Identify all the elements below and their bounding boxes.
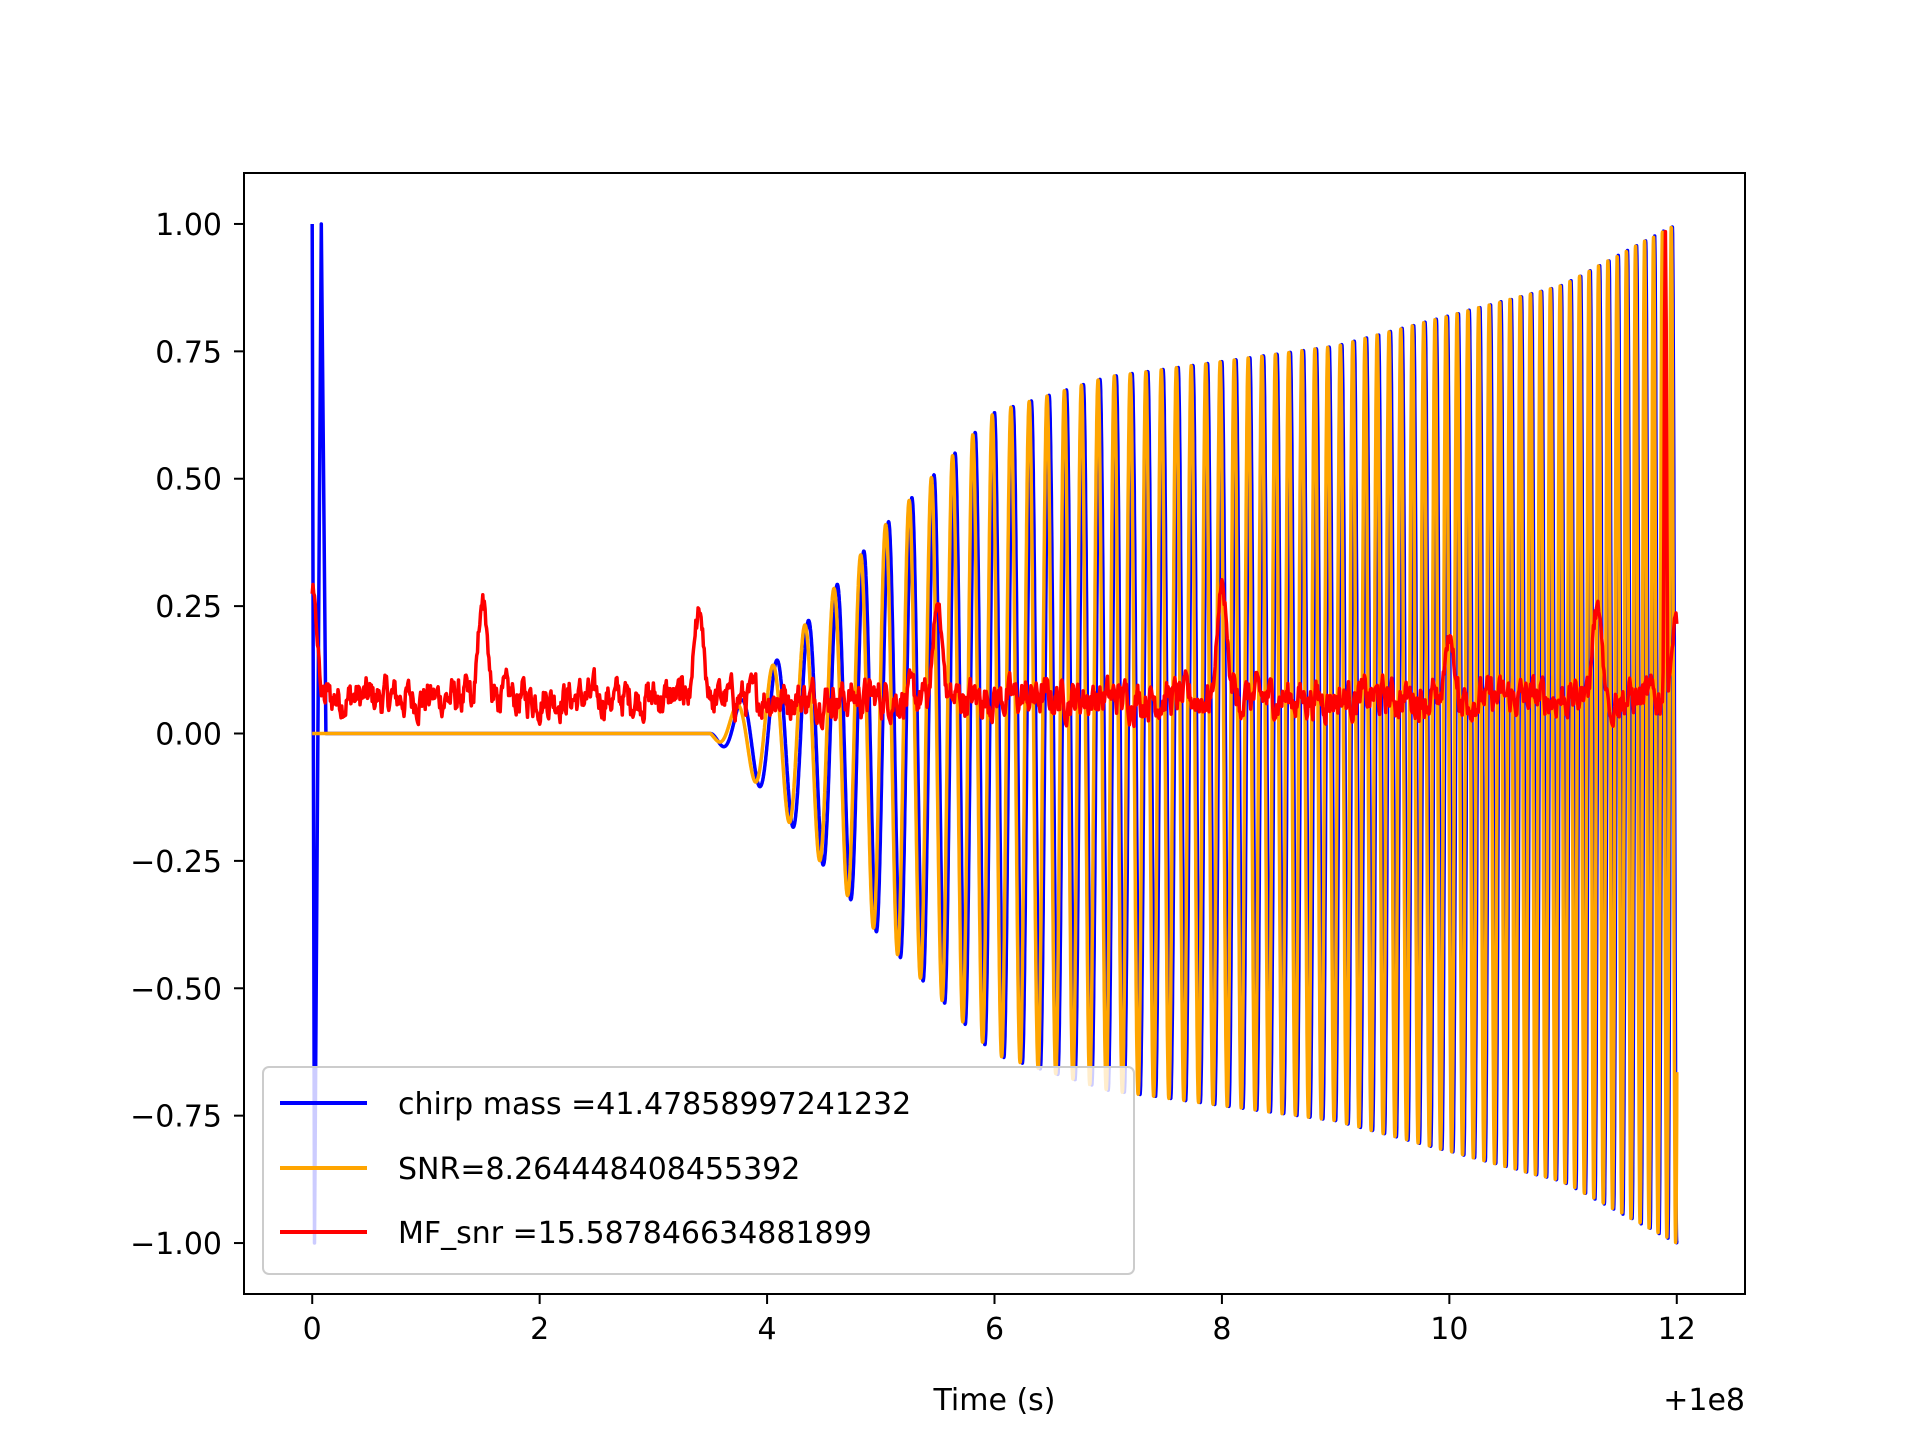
series-snr bbox=[312, 225, 1679, 1245]
x-tick-label: 12 bbox=[1658, 1312, 1696, 1347]
x-axis-offset: +1e8 bbox=[1663, 1383, 1745, 1418]
legend-label-chirp: chirp mass =41.47858997241232 bbox=[398, 1087, 911, 1122]
y-tick-label: 0.25 bbox=[155, 590, 222, 625]
x-tick-label: 2 bbox=[530, 1312, 549, 1347]
x-tick-label: 6 bbox=[985, 1312, 1004, 1347]
series-mf-snr bbox=[310, 229, 1679, 731]
y-tick-label: −1.00 bbox=[130, 1227, 222, 1262]
y-tick-label: −0.50 bbox=[130, 972, 222, 1007]
series-layer bbox=[310, 222, 1679, 1245]
y-tick-label: 1.00 bbox=[155, 208, 222, 243]
legend-box bbox=[262, 1066, 1135, 1275]
x-axis-title: Time (s) bbox=[933, 1383, 1056, 1418]
legend: chirp mass =41.47858997241232 SNR=8.2644… bbox=[262, 1066, 1135, 1275]
x-axis: 0 2 4 6 8 10 12 bbox=[303, 1294, 1696, 1347]
legend-label-snr: SNR=8.264448408455392 bbox=[398, 1152, 800, 1187]
legend-label-mf: MF_snr =15.587846634881899 bbox=[398, 1216, 872, 1251]
x-tick-label: 4 bbox=[758, 1312, 777, 1347]
y-tick-label: 0.50 bbox=[155, 463, 222, 498]
y-tick-label: −0.25 bbox=[130, 845, 222, 880]
y-axis: 1.00 0.75 0.50 0.25 0.00 −0.25 −0.50 −0.75 −1.00 bbox=[130, 208, 244, 1262]
y-tick-label: 0.75 bbox=[155, 335, 222, 370]
x-tick-label: 10 bbox=[1430, 1312, 1468, 1347]
x-tick-label: 0 bbox=[303, 1312, 322, 1347]
y-tick-label: 0.00 bbox=[155, 718, 222, 753]
x-tick-label: 8 bbox=[1212, 1312, 1231, 1347]
y-tick-label: −0.75 bbox=[130, 1100, 222, 1135]
